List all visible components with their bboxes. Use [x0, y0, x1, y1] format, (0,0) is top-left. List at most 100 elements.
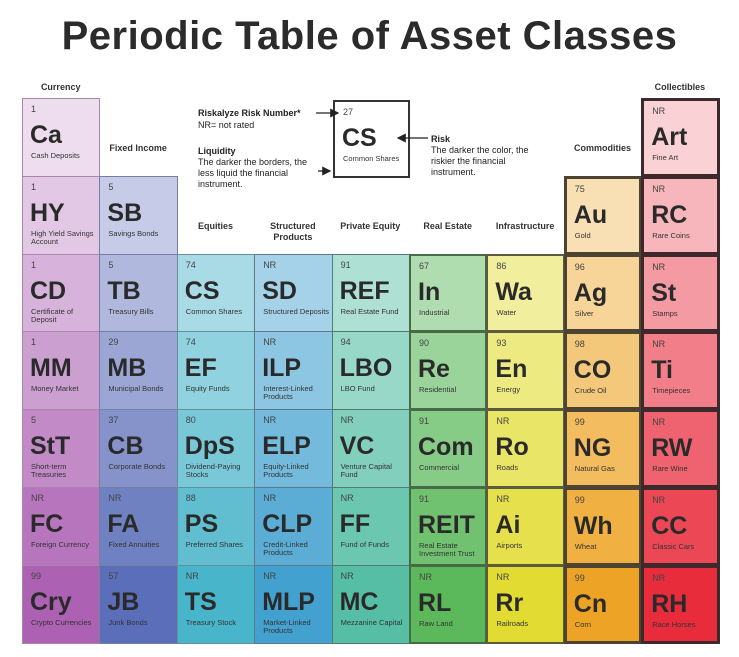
risk-number: NR [263, 259, 277, 270]
asset-symbol: REIT [418, 511, 475, 539]
example-risk: 27 [343, 107, 354, 117]
asset-symbol: Rr [495, 588, 524, 617]
risk-number: 74 [185, 259, 196, 270]
asset-cell: NR FA Fixed Annuities [99, 487, 178, 566]
asset-symbol: FC [30, 510, 64, 538]
asset-cell: NR RC Rare Coins [641, 175, 720, 255]
asset-name: Energy [496, 385, 521, 395]
asset-name: Industrial [419, 307, 450, 317]
asset-cell: NR MC Mezzanine Capital [331, 564, 410, 644]
risk-number: NR [263, 493, 277, 503]
asset-cell: 91 REF Real Estate Fund [331, 253, 410, 333]
asset-symbol: RC [651, 200, 688, 229]
asset-cell: 67 In Industrial [409, 253, 488, 333]
asset-name: Water [496, 307, 517, 317]
asset-name: Crypto Currencies [31, 617, 92, 627]
asset-cell: 1 Ca Cash Deposits [22, 98, 101, 177]
risk-number: NR [652, 572, 666, 583]
asset-name: Commercial [419, 463, 460, 473]
asset-cell: 93 En Energy [486, 331, 565, 411]
asset-symbol: FF [339, 510, 371, 538]
legend-risk-text: The darker the color, the riskier the fi… [431, 145, 529, 177]
asset-cell: NR St Stamps [641, 253, 720, 333]
risk-number: NR [185, 570, 199, 581]
asset-name: Foreign Currency [31, 540, 89, 549]
risk-number: 75 [574, 183, 585, 194]
asset-name: Preferred Shares [185, 540, 243, 549]
asset-name: Market-Linked Products [263, 617, 311, 635]
asset-cell: NR MLP Market-Linked Products [254, 564, 333, 644]
risk-number: 29 [108, 337, 119, 348]
asset-cell: NR FF Fund of Funds [331, 487, 410, 566]
asset-name: Money Market [31, 384, 79, 394]
legend-risk-number-label: Riskalyze Risk Number* [198, 108, 301, 118]
risk-number: NR [652, 106, 666, 116]
risk-number: 5 [108, 181, 114, 192]
column-header: Commodities [573, 143, 631, 153]
asset-name: Fixed Annuities [108, 540, 160, 549]
asset-cell: NR RL Raw Land [409, 564, 488, 644]
asset-cell: 74 CS Common Shares [176, 253, 256, 333]
asset-name: Corporate Bonds [108, 462, 166, 472]
asset-symbol: TB [107, 276, 141, 305]
asset-symbol: ELP [262, 432, 311, 461]
asset-symbol: MLP [262, 587, 315, 616]
asset-symbol: HY [30, 198, 65, 227]
asset-name: Savings Bonds [108, 228, 159, 238]
risk-number: 1 [31, 337, 37, 348]
asset-symbol: MB [107, 354, 147, 383]
risk-number: 1 [31, 181, 37, 192]
asset-symbol: Cn [573, 589, 608, 618]
risk-number: NR [652, 495, 666, 505]
asset-name: Real Estate Fund [340, 306, 399, 316]
asset-cell: NR RW Rare Wine [641, 409, 720, 488]
risk-number: 93 [496, 338, 507, 349]
column-header: Fixed Income [109, 143, 167, 153]
asset-symbol: St [651, 278, 677, 307]
risk-number: NR [652, 339, 666, 350]
asset-symbol: ILP [262, 354, 302, 383]
asset-name: Interest-Linked Products [263, 384, 313, 402]
risk-number: 37 [108, 415, 119, 426]
asset-symbol: CD [30, 276, 67, 305]
asset-cell: 99 Wh Wheat [563, 487, 643, 566]
asset-name: Residential [419, 385, 457, 395]
asset-cell: 99 Cn Corn [563, 564, 643, 644]
column-header: Equities [197, 220, 233, 231]
asset-symbol: EF [184, 354, 217, 383]
asset-symbol: CLP [262, 510, 313, 538]
asset-name: LBO Fund [340, 384, 375, 394]
risk-number: NR [263, 337, 277, 348]
column-header: Currency [40, 82, 81, 92]
asset-name: Common Shares [185, 306, 243, 316]
asset-name: Stamps [652, 308, 678, 318]
asset-name: Mezzanine Capital [340, 617, 403, 627]
risk-number: NR [496, 416, 510, 427]
asset-cell: 5 SB Savings Bonds [99, 175, 178, 255]
asset-name: Short-term Treasuries [31, 462, 67, 480]
asset-name: Venture Capital Fund [340, 462, 392, 480]
risk-number: NR [419, 571, 432, 582]
asset-symbol: NG [573, 434, 612, 463]
example-name: Common Shares [343, 154, 400, 163]
asset-cell: 29 MB Municipal Bonds [99, 331, 178, 411]
asset-cell: 1 MM Money Market [22, 331, 101, 411]
asset-symbol: CC [651, 512, 688, 540]
asset-symbol: Ca [30, 121, 62, 149]
asset-symbol: CB [107, 432, 144, 461]
risk-number: NR [652, 183, 666, 194]
legend-risk-title: Risk [431, 134, 451, 144]
risk-number: 86 [496, 260, 507, 271]
asset-symbol: Ti [651, 356, 673, 385]
risk-number: NR [652, 417, 666, 428]
asset-cell: 91 Com Commercial [409, 409, 488, 488]
asset-symbol: RH [651, 589, 688, 618]
asset-cell: NR Ai Airports [486, 487, 565, 566]
asset-name: Natural Gas [574, 464, 615, 474]
asset-cell: 57 JB Junk Bonds [99, 564, 178, 644]
asset-symbol: Au [573, 200, 608, 229]
risk-number: 1 [31, 259, 37, 270]
asset-symbol: JB [107, 587, 140, 616]
asset-cell: 94 LBO LBO Fund [331, 331, 410, 411]
